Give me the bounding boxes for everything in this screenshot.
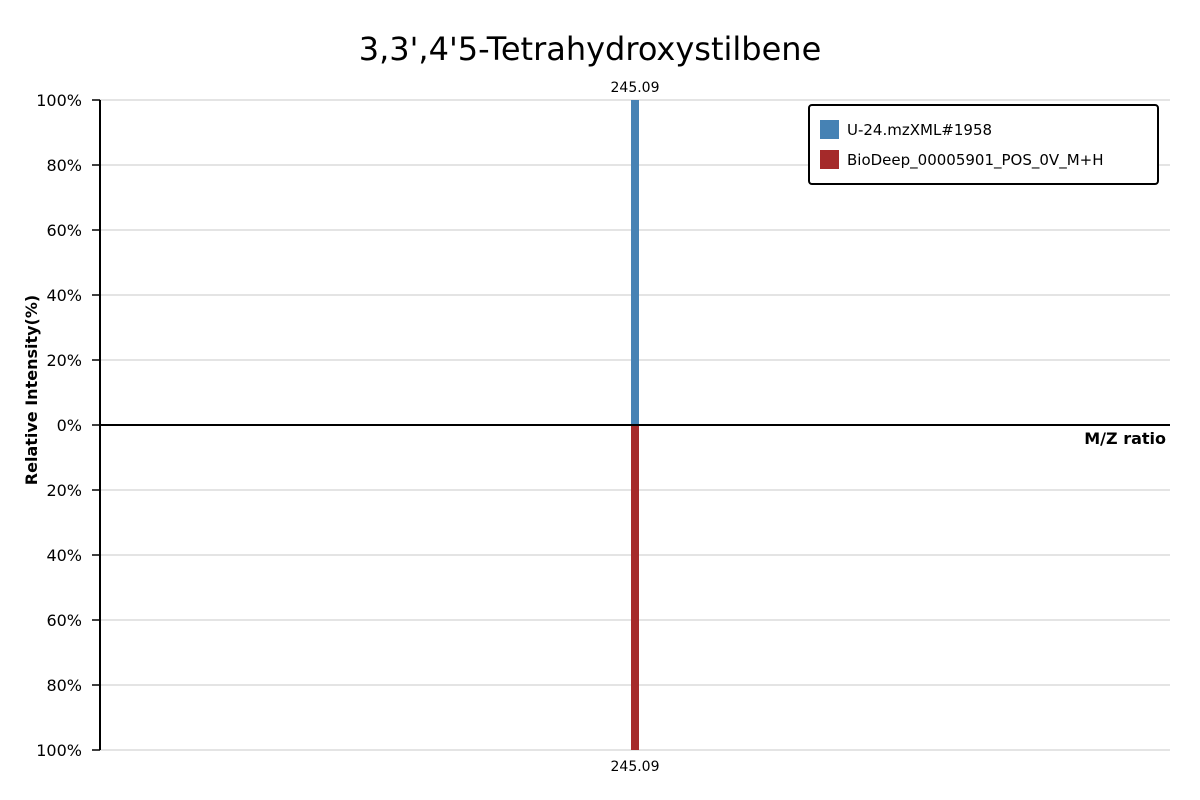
y-axis-ticks: 100% 80% 60% 40% 20% 0% 20% 40% 60% 80% 100% bbox=[36, 91, 100, 760]
y-tick-label: 20% bbox=[46, 481, 82, 500]
y-axis-label: Relative Intensity(%) bbox=[22, 295, 41, 485]
sample-peak-bar bbox=[631, 100, 639, 425]
legend-swatch-reference bbox=[820, 150, 839, 169]
legend: U-24.mzXML#1958 BioDeep_00005901_POS_0V_… bbox=[808, 104, 1159, 185]
peak-bars: 245.09 245.09 bbox=[611, 80, 660, 775]
y-tick-label: 80% bbox=[46, 676, 82, 695]
legend-label-sample: U-24.mzXML#1958 bbox=[847, 121, 992, 139]
y-tick-label: 60% bbox=[46, 611, 82, 630]
y-tick-label: 60% bbox=[46, 221, 82, 240]
chart-title: 3,3',4'5-Tetrahydroxystilbene bbox=[359, 30, 822, 68]
y-tick-label: 40% bbox=[46, 286, 82, 305]
reference-peak-bar bbox=[631, 425, 639, 750]
legend-swatch-sample bbox=[820, 120, 839, 139]
y-tick-label: 0% bbox=[57, 416, 82, 435]
y-tick-label: 80% bbox=[46, 156, 82, 175]
x-axis-label: M/Z ratio bbox=[1084, 429, 1166, 448]
legend-box bbox=[808, 104, 1159, 185]
y-tick-label: 100% bbox=[36, 741, 82, 760]
reference-peak-label: 245.09 bbox=[611, 759, 660, 775]
y-tick-label: 100% bbox=[36, 91, 82, 110]
sample-peak-label: 245.09 bbox=[611, 80, 660, 96]
legend-label-reference: BioDeep_00005901_POS_0V_M+H bbox=[847, 151, 1103, 170]
y-tick-label: 40% bbox=[46, 546, 82, 565]
y-tick-label: 20% bbox=[46, 351, 82, 370]
